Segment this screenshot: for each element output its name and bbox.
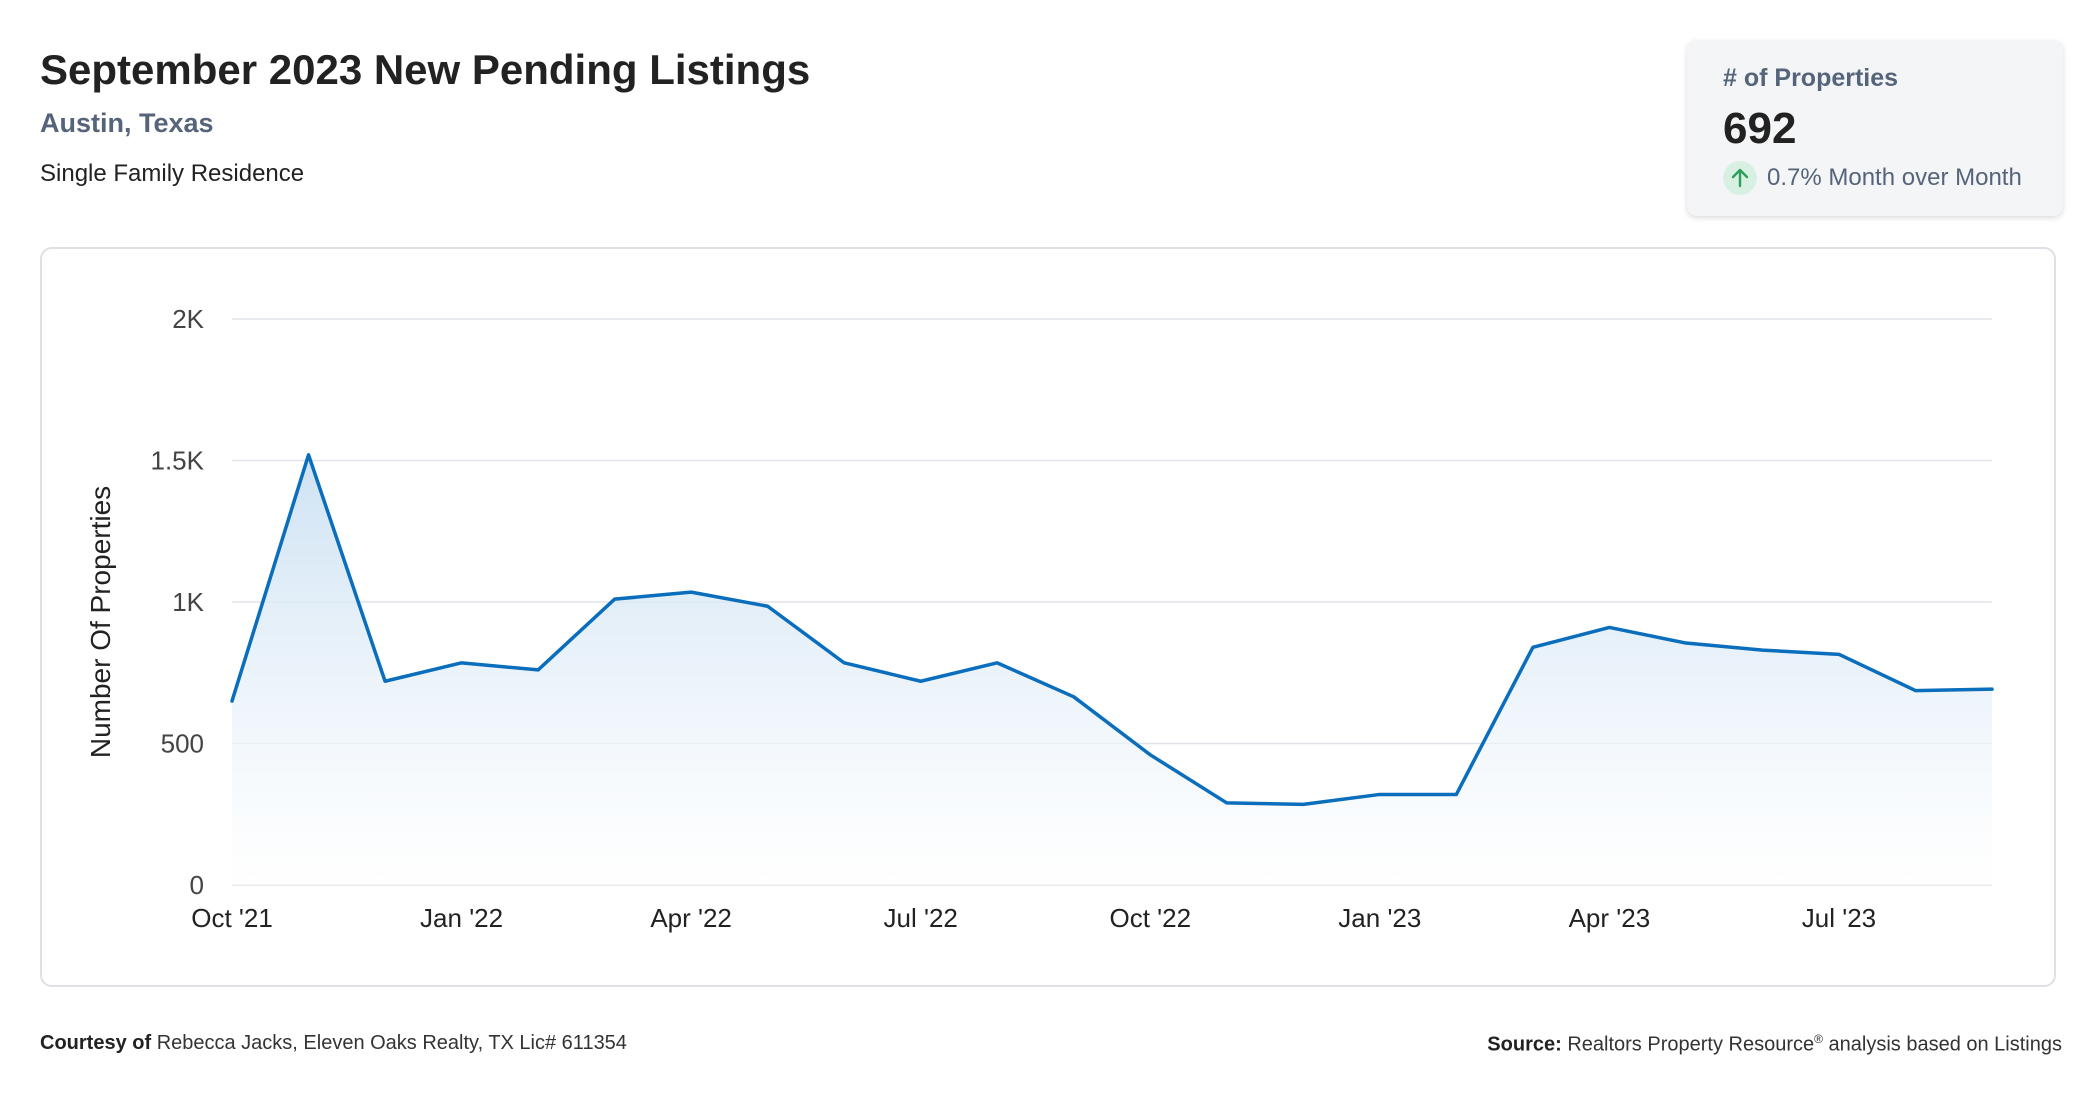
x-axis-ticks: Oct '21 Jan '22 Apr '22 Jul '22 Oct '22 Jan '… xyxy=(191,903,1876,933)
chart-card: 0 500 1K 1.5K 2K Oct '21 Jan '22 Apr '22 Jul '2… xyxy=(40,247,2056,987)
y-tick-label: 0 xyxy=(190,870,204,900)
kpi-value: 692 xyxy=(1723,104,1797,153)
courtesy-text: Rebecca Jacks, Eleven Oaks Realty, TX Li… xyxy=(156,1032,627,1054)
location-subtitle: Austin, Texas xyxy=(40,108,214,138)
kpi-change-text: 0.7% Month over Month xyxy=(1767,164,2022,191)
x-tick-label: Oct '22 xyxy=(1109,903,1191,933)
y-axis-ticks: 0 500 1K 1.5K 2K xyxy=(151,304,205,900)
x-tick-label: Apr '23 xyxy=(1569,903,1651,933)
page-title: September 2023 New Pending Listings xyxy=(40,46,811,93)
courtesy-footer: Courtesy of Rebecca Jacks, Eleven Oaks R… xyxy=(40,1032,627,1055)
x-tick-label: Oct '21 xyxy=(191,903,273,933)
y-tick-label: 2K xyxy=(172,304,204,334)
y-tick-label: 1K xyxy=(172,587,204,617)
x-tick-label: Jul '22 xyxy=(884,903,958,933)
kpi-card: # of Properties 692 0.7% Month over Mont… xyxy=(1687,40,2063,216)
registered-mark: ® xyxy=(1814,1032,1823,1046)
y-tick-label: 1.5K xyxy=(151,446,205,476)
area-fill xyxy=(232,454,1992,885)
x-tick-label: Jul '23 xyxy=(1802,903,1876,933)
property-type-label: Single Family Residence xyxy=(40,160,305,187)
arrow-up-icon xyxy=(1723,161,1757,195)
source-label: Source: xyxy=(1487,1033,1562,1056)
y-tick-label: 500 xyxy=(161,729,204,759)
x-tick-label: Jan '23 xyxy=(1338,903,1421,933)
courtesy-label: Courtesy of xyxy=(40,1032,152,1054)
source-text-suffix: analysis based on Listings xyxy=(1828,1033,2062,1056)
line-chart: 0 500 1K 1.5K 2K Oct '21 Jan '22 Apr '22 Jul '2… xyxy=(85,304,1994,933)
source-text: Realtors Property Resource xyxy=(1567,1033,1815,1056)
x-tick-label: Jan '22 xyxy=(420,903,503,933)
y-axis-label: Number Of Properties xyxy=(85,486,116,758)
kpi-label: # of Properties xyxy=(1723,64,1899,92)
x-tick-label: Apr '22 xyxy=(650,903,732,933)
series-line-path xyxy=(230,453,1994,807)
series-line xyxy=(230,453,1994,807)
source-footer: Source: Realtors Property Resource® anal… xyxy=(1487,1032,2062,1057)
area-fill-path xyxy=(232,454,1992,885)
kpi-change: 0.7% Month over Month xyxy=(1723,160,2022,196)
